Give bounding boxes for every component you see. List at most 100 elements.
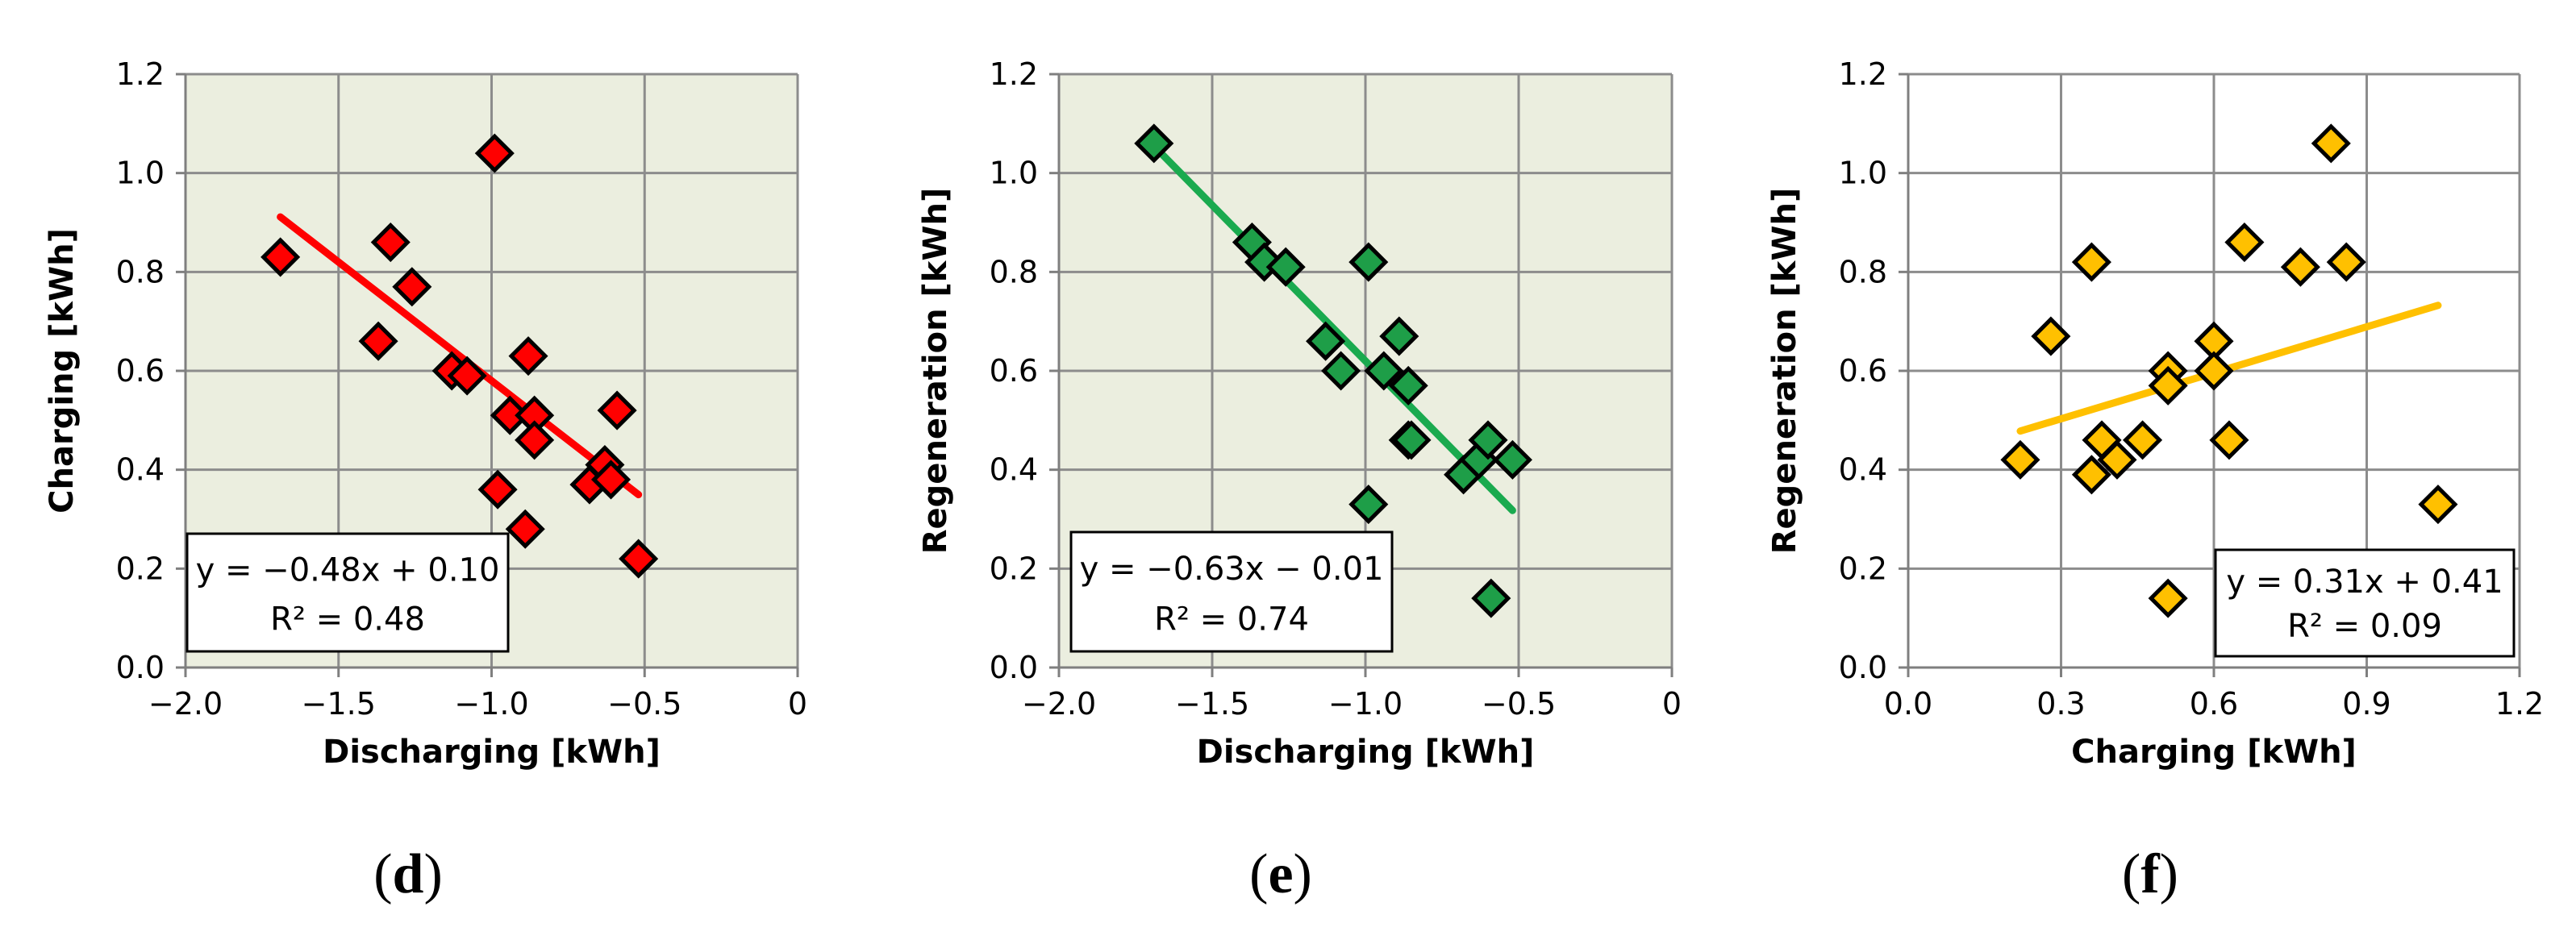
data-point <box>1134 123 1174 164</box>
data-point <box>392 267 432 307</box>
y-tick-label: 1.0 <box>116 156 165 191</box>
data-point <box>1379 316 1419 356</box>
data-point <box>2326 242 2366 282</box>
data-point <box>1468 420 1508 460</box>
data-point <box>505 509 545 549</box>
panel-label-d: (d) <box>373 843 443 905</box>
y-axis-title: Charging [kWh] <box>44 228 81 514</box>
y-tick-label: 0.2 <box>116 551 165 586</box>
x-tick-label: 0.9 <box>2342 686 2391 722</box>
data-point <box>2000 439 2040 480</box>
trendline <box>1150 142 1516 514</box>
y-tick-label: 1.2 <box>1839 56 1887 92</box>
x-tick-label: 1.2 <box>2495 686 2544 722</box>
trendline <box>277 213 643 499</box>
data-point <box>1348 485 1389 525</box>
r-squared-value: R² = 0.74 <box>1154 601 1309 638</box>
y-tick-label: 0.0 <box>116 650 165 685</box>
x-tick-label: 0 <box>1662 686 1682 722</box>
data-point <box>447 356 487 396</box>
x-tick-label: −2.0 <box>1022 686 1096 722</box>
data-point <box>590 460 631 500</box>
x-tick-label: −1.5 <box>1175 686 1249 722</box>
y-tick-label: 0.8 <box>1839 254 1887 289</box>
data-point <box>2194 351 2234 391</box>
x-tick-label: 0 <box>788 686 807 722</box>
data-point <box>477 469 518 510</box>
data-point <box>474 133 515 173</box>
data-point <box>515 420 555 460</box>
x-tick-label: −1.0 <box>454 686 528 722</box>
y-tick-label: 1.2 <box>116 56 165 92</box>
x-tick-label: −0.5 <box>1482 686 1556 722</box>
x-tick-label: 0.3 <box>2036 686 2085 722</box>
trendline-equation: y = −0.63x − 0.01 <box>1080 551 1384 588</box>
data-point <box>619 539 659 579</box>
r-squared-value: R² = 0.48 <box>270 601 425 638</box>
trendline-equation-box <box>1069 530 1394 653</box>
y-tick-label: 1.2 <box>990 56 1038 92</box>
trendline-equation-box <box>185 532 510 653</box>
data-point <box>1364 351 1404 391</box>
data-point <box>261 237 301 277</box>
trendline-equation: y = −0.48x + 0.10 <box>196 551 500 589</box>
panel-label-e: (e) <box>1249 843 1312 905</box>
data-point <box>2071 455 2111 495</box>
data-point <box>1321 351 1361 391</box>
x-axis-title: Discharging [kWh] <box>1197 734 1535 771</box>
data-point <box>2209 420 2249 460</box>
data-point <box>2123 420 2163 460</box>
y-tick-label: 0.4 <box>116 452 165 488</box>
chart-e: −2.0 −1.5 −1.0 −0.5 0 0.0 0.2 0.4 0.6 0.8 1.0 1.2 Di… <box>917 56 1682 771</box>
data-point <box>2280 247 2320 287</box>
x-tick-label: −1.5 <box>302 686 376 722</box>
data-point <box>2097 439 2137 480</box>
y-tick-label: 0.0 <box>1839 650 1887 685</box>
y-tick-label: 0.4 <box>990 452 1038 488</box>
trendline-equation: y = 0.31x + 0.41 <box>2226 564 2503 601</box>
r-squared-value: R² = 0.09 <box>2287 608 2442 645</box>
data-point <box>1391 420 1432 460</box>
data-point <box>1492 439 1532 480</box>
y-tick-label: 0.0 <box>990 650 1038 685</box>
data-point <box>1388 365 1428 406</box>
y-tick-label: 0.4 <box>1839 452 1887 488</box>
y-tick-label: 1.0 <box>990 156 1038 191</box>
data-point <box>2311 123 2351 164</box>
data-point <box>1306 321 1346 361</box>
data-point <box>2031 316 2071 356</box>
x-tick-label: 0.6 <box>2190 686 2238 722</box>
panel-label-f: (f) <box>2122 843 2178 905</box>
y-tick-label: 0.6 <box>1839 353 1887 389</box>
y-axis-title: Regeneration [kWh] <box>917 188 954 555</box>
x-tick-label: 0.0 <box>1884 686 1932 722</box>
data-point <box>2148 578 2188 618</box>
data-point <box>2148 365 2188 406</box>
y-tick-label: 0.8 <box>990 254 1038 289</box>
data-point <box>2224 222 2265 263</box>
x-tick-label: −1.0 <box>1328 686 1403 722</box>
data-point <box>1348 242 1389 282</box>
data-point <box>370 222 411 263</box>
data-point <box>2418 485 2458 525</box>
y-tick-label: 0.2 <box>990 551 1038 586</box>
data-point <box>358 321 398 361</box>
data-point <box>2071 242 2111 282</box>
data-point <box>1471 578 1511 618</box>
y-tick-label: 0.6 <box>116 353 165 389</box>
y-tick-label: 0.8 <box>116 254 165 289</box>
x-tick-label: −2.0 <box>148 686 223 722</box>
chart-f: 0.0 0.3 0.6 0.9 1.2 0.0 0.2 0.4 0.6 0.8 1.0 1.2 Char… <box>1766 56 2544 771</box>
data-point <box>597 390 637 430</box>
y-tick-label: 0.2 <box>1839 551 1887 586</box>
x-tick-label: −0.5 <box>607 686 682 722</box>
y-tick-label: 0.6 <box>990 353 1038 389</box>
y-axis-title: Regeneration [kWh] <box>1766 188 1803 555</box>
chart-d: −2.0 −1.5 −1.0 −0.5 0 0.0 0.2 0.4 0.6 0.8 1.0 1.2 Di… <box>44 56 807 771</box>
x-axis-title: Discharging [kWh] <box>323 734 661 771</box>
data-point <box>1265 247 1306 287</box>
trendline-equation-box <box>2214 548 2516 658</box>
data-point <box>508 336 548 376</box>
